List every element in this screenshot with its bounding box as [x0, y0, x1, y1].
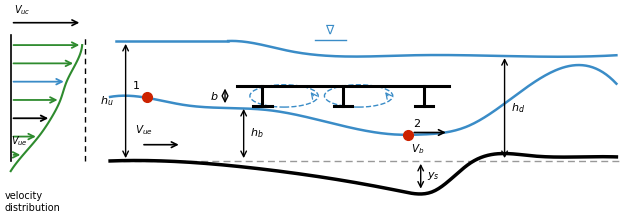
Text: velocity
distribution: velocity distribution — [4, 191, 61, 213]
Text: 1: 1 — [133, 81, 140, 91]
Text: $y_s$: $y_s$ — [427, 170, 440, 182]
Text: $V_{ue}$: $V_{ue}$ — [135, 123, 153, 136]
Text: 2: 2 — [413, 119, 421, 129]
Text: $V_{uc}$: $V_{uc}$ — [14, 3, 31, 17]
Text: $V_b$: $V_b$ — [411, 143, 425, 157]
Text: $\nabla$: $\nabla$ — [326, 24, 336, 37]
Text: $h_u$: $h_u$ — [100, 94, 113, 108]
Text: $V_{ue}$: $V_{ue}$ — [11, 135, 28, 148]
Text: $b$: $b$ — [210, 90, 219, 102]
Text: $h_d$: $h_d$ — [511, 101, 525, 115]
Text: $h_b$: $h_b$ — [250, 127, 263, 140]
